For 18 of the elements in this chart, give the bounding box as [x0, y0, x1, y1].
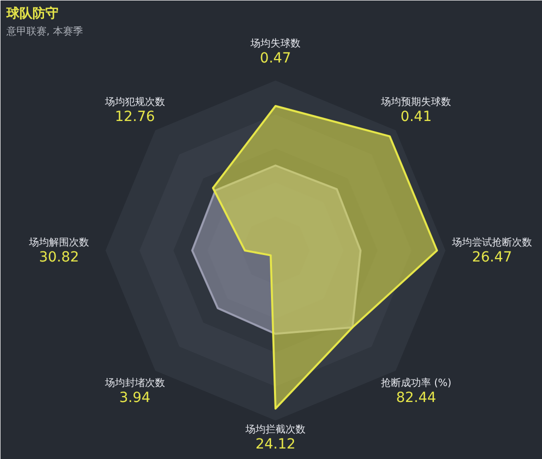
text: 0.41 [400, 108, 432, 125]
spoke-label: 场均犯规次数 [104, 96, 165, 108]
spoke-label: 场均失球数 [250, 38, 300, 50]
text: 3.94 [119, 390, 151, 406]
chart-title: 球队防守 [6, 6, 58, 22]
spoke-label: 场均尝试抢断次数 [451, 236, 532, 248]
text: 0.47 [260, 50, 292, 67]
chart-subtitle: 意甲联赛, 本赛季 [6, 26, 83, 38]
text: 82.44 [396, 390, 436, 406]
text: 30.82 [38, 250, 80, 266]
spoke-label: 场均封堵次数 [104, 377, 165, 390]
spoke-label: 场均解围次数 [28, 236, 89, 248]
text: 12.76 [114, 108, 155, 125]
spoke-label: 场均拦截次数 [244, 423, 306, 436]
spoke-label: 抢断成功率 (%) [380, 377, 452, 390]
text: 26.47 [472, 250, 512, 266]
spoke-label: 场均预期失球数 [380, 96, 452, 108]
text: 24.12 [255, 436, 296, 452]
